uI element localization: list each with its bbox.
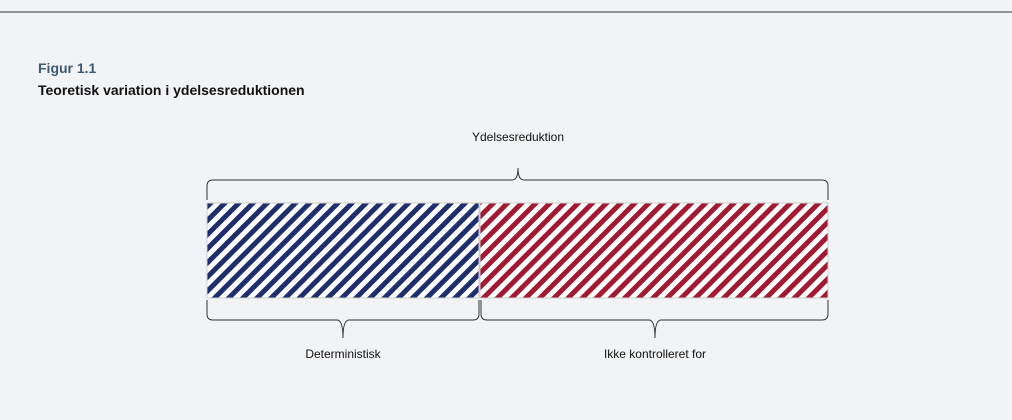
segment-deterministic bbox=[206, 202, 480, 299]
top-label: Ydelsesreduktion bbox=[472, 130, 564, 144]
top-brace bbox=[206, 167, 829, 200]
right-brace bbox=[480, 300, 829, 339]
segment-label: Deterministisk bbox=[305, 347, 381, 361]
left-brace bbox=[206, 300, 480, 339]
figure-label: Figur 1.1 bbox=[38, 60, 97, 76]
segment-uncontrolled bbox=[479, 202, 829, 299]
segment-label: Ikke kontrolleret for bbox=[604, 347, 706, 361]
figure-title: Teoretisk variation i ydelsesreduktionen bbox=[38, 82, 305, 98]
